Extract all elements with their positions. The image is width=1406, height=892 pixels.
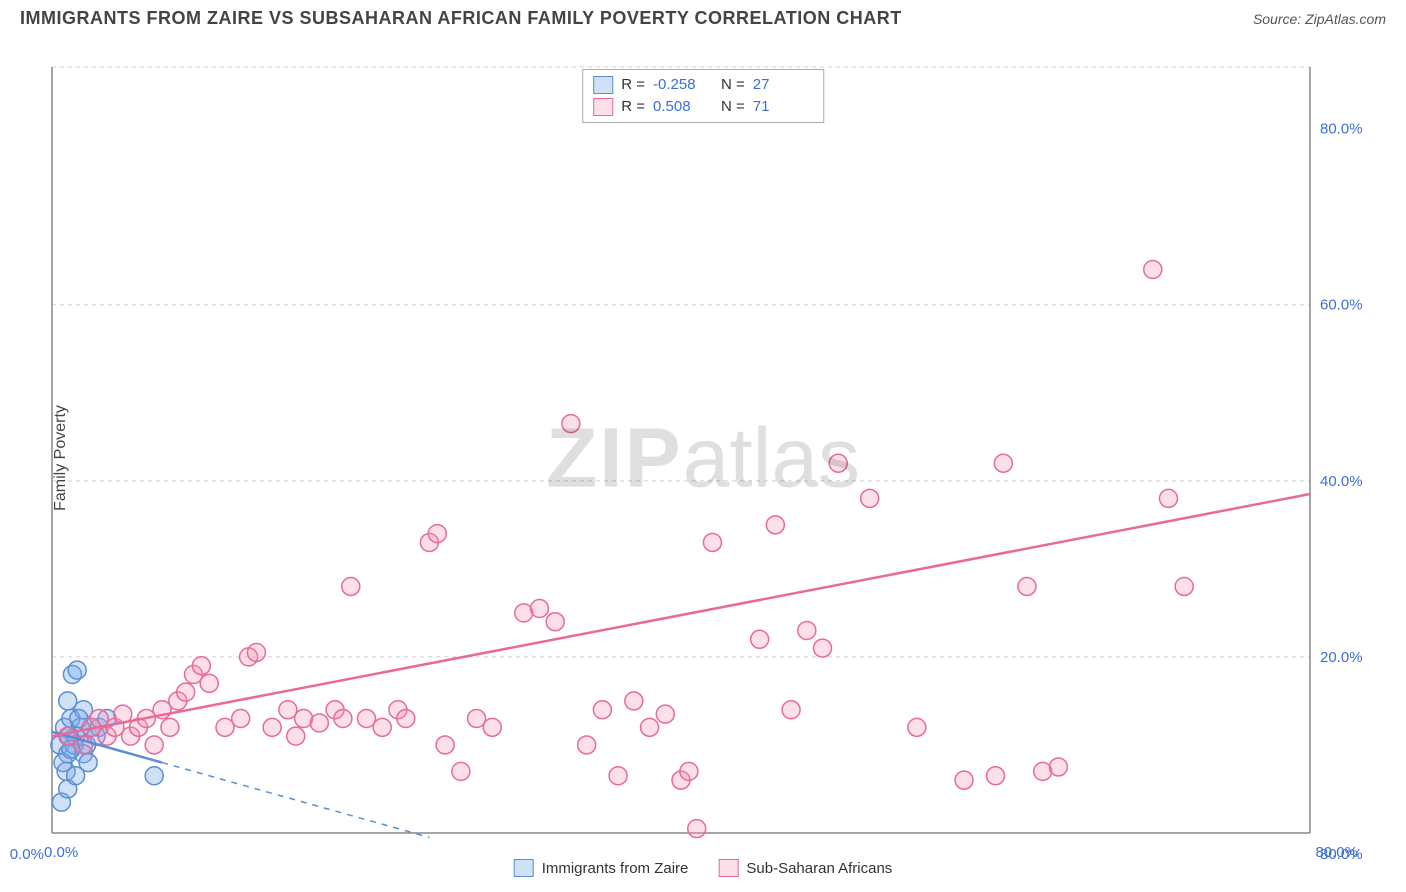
- data-point-subsaharan: [468, 710, 486, 728]
- data-point-subsaharan: [546, 613, 564, 631]
- data-point-subsaharan: [263, 718, 281, 736]
- svg-text:40.0%: 40.0%: [1320, 473, 1363, 490]
- data-point-subsaharan: [334, 710, 352, 728]
- svg-text:0.0%: 0.0%: [10, 846, 44, 863]
- data-point-subsaharan: [766, 516, 784, 534]
- stats-n-value-subsaharan: 71: [753, 96, 813, 118]
- trend-line-zaire-dash: [162, 763, 429, 838]
- data-point-subsaharan: [680, 762, 698, 780]
- stats-n-label: N =: [721, 74, 745, 96]
- data-point-subsaharan: [829, 454, 847, 472]
- data-point-subsaharan: [232, 710, 250, 728]
- stats-swatch-zaire: [593, 76, 613, 94]
- scatter-plot-svg: 20.0%40.0%60.0%80.0%0.0%80.0%0.0%80.0%: [0, 33, 1406, 883]
- source-label: Source:: [1253, 11, 1301, 27]
- data-point-subsaharan: [1049, 758, 1067, 776]
- legend-item-zaire: Immigrants from Zaire: [514, 859, 689, 877]
- chart-title: IMMIGRANTS FROM ZAIRE VS SUBSAHARAN AFRI…: [20, 8, 902, 29]
- y-axis-label: Family Poverty: [52, 405, 70, 511]
- data-point-zaire: [59, 692, 77, 710]
- data-point-subsaharan: [641, 718, 659, 736]
- legend-item-subsaharan: Sub-Saharan Africans: [718, 859, 892, 877]
- stats-row-zaire: R = -0.258 N = 27: [593, 74, 813, 96]
- data-point-subsaharan: [987, 767, 1005, 785]
- data-point-subsaharan: [452, 762, 470, 780]
- data-point-subsaharan: [145, 736, 163, 754]
- stats-r-label: R =: [621, 96, 645, 118]
- data-point-subsaharan: [342, 577, 360, 595]
- data-point-subsaharan: [703, 533, 721, 551]
- stats-n-value-zaire: 27: [753, 74, 813, 96]
- data-point-subsaharan: [861, 489, 879, 507]
- data-point-subsaharan: [310, 714, 328, 732]
- data-point-subsaharan: [994, 454, 1012, 472]
- data-point-subsaharan: [798, 621, 816, 639]
- data-point-subsaharan: [216, 718, 234, 736]
- stats-n-label: N =: [721, 96, 745, 118]
- data-point-subsaharan: [192, 657, 210, 675]
- data-point-subsaharan: [200, 674, 218, 692]
- data-point-subsaharan: [428, 525, 446, 543]
- data-point-subsaharan: [782, 701, 800, 719]
- data-point-subsaharan: [1018, 577, 1036, 595]
- data-point-subsaharan: [247, 644, 265, 662]
- svg-text:80.0%: 80.0%: [1320, 121, 1363, 138]
- data-point-subsaharan: [625, 692, 643, 710]
- source-name: ZipAtlas.com: [1305, 11, 1386, 27]
- stats-r-value-subsaharan: 0.508: [653, 96, 713, 118]
- data-point-subsaharan: [1144, 261, 1162, 279]
- svg-text:0.0%: 0.0%: [44, 844, 78, 861]
- chart-container: Family Poverty 20.0% 40.0% 60.0% 80.0% 0.0% 8…: [0, 33, 1406, 883]
- data-point-subsaharan: [1159, 489, 1177, 507]
- data-point-subsaharan: [609, 767, 627, 785]
- data-point-zaire: [79, 754, 97, 772]
- data-point-subsaharan: [530, 599, 548, 617]
- data-point-subsaharan: [287, 727, 305, 745]
- data-point-subsaharan: [483, 718, 501, 736]
- trend-line-subsaharan: [52, 494, 1310, 736]
- source-attribution: Source: ZipAtlas.com: [1253, 11, 1386, 27]
- data-point-subsaharan: [751, 630, 769, 648]
- svg-text:20.0%: 20.0%: [1320, 649, 1363, 666]
- stats-swatch-subsaharan: [593, 98, 613, 116]
- series-legend: Immigrants from Zaire Sub-Saharan African…: [514, 859, 893, 877]
- data-point-subsaharan: [656, 705, 674, 723]
- data-point-subsaharan: [161, 718, 179, 736]
- data-point-subsaharan: [358, 710, 376, 728]
- legend-label-subsaharan: Sub-Saharan Africans: [746, 860, 892, 877]
- data-point-subsaharan: [279, 701, 297, 719]
- data-point-subsaharan: [814, 639, 832, 657]
- data-point-subsaharan: [562, 415, 580, 433]
- data-point-subsaharan: [1175, 577, 1193, 595]
- data-point-subsaharan: [397, 710, 415, 728]
- data-point-subsaharan: [593, 701, 611, 719]
- data-point-zaire: [145, 767, 163, 785]
- svg-text:60.0%: 60.0%: [1320, 297, 1363, 314]
- stats-row-subsaharan: R = 0.508 N = 71: [593, 96, 813, 118]
- legend-swatch-subsaharan: [718, 859, 738, 877]
- data-point-subsaharan: [688, 820, 706, 838]
- data-point-subsaharan: [955, 771, 973, 789]
- correlation-stats-box: R = -0.258 N = 27 R = 0.508 N = 71: [582, 69, 824, 123]
- data-point-subsaharan: [578, 736, 596, 754]
- stats-r-value-zaire: -0.258: [653, 74, 713, 96]
- legend-label-zaire: Immigrants from Zaire: [542, 860, 689, 877]
- data-point-subsaharan: [908, 718, 926, 736]
- data-point-subsaharan: [436, 736, 454, 754]
- legend-swatch-zaire: [514, 859, 534, 877]
- data-point-subsaharan: [177, 683, 195, 701]
- data-point-subsaharan: [373, 718, 391, 736]
- svg-text:80.0%: 80.0%: [1320, 846, 1363, 863]
- data-point-zaire: [68, 661, 86, 679]
- stats-r-label: R =: [621, 74, 645, 96]
